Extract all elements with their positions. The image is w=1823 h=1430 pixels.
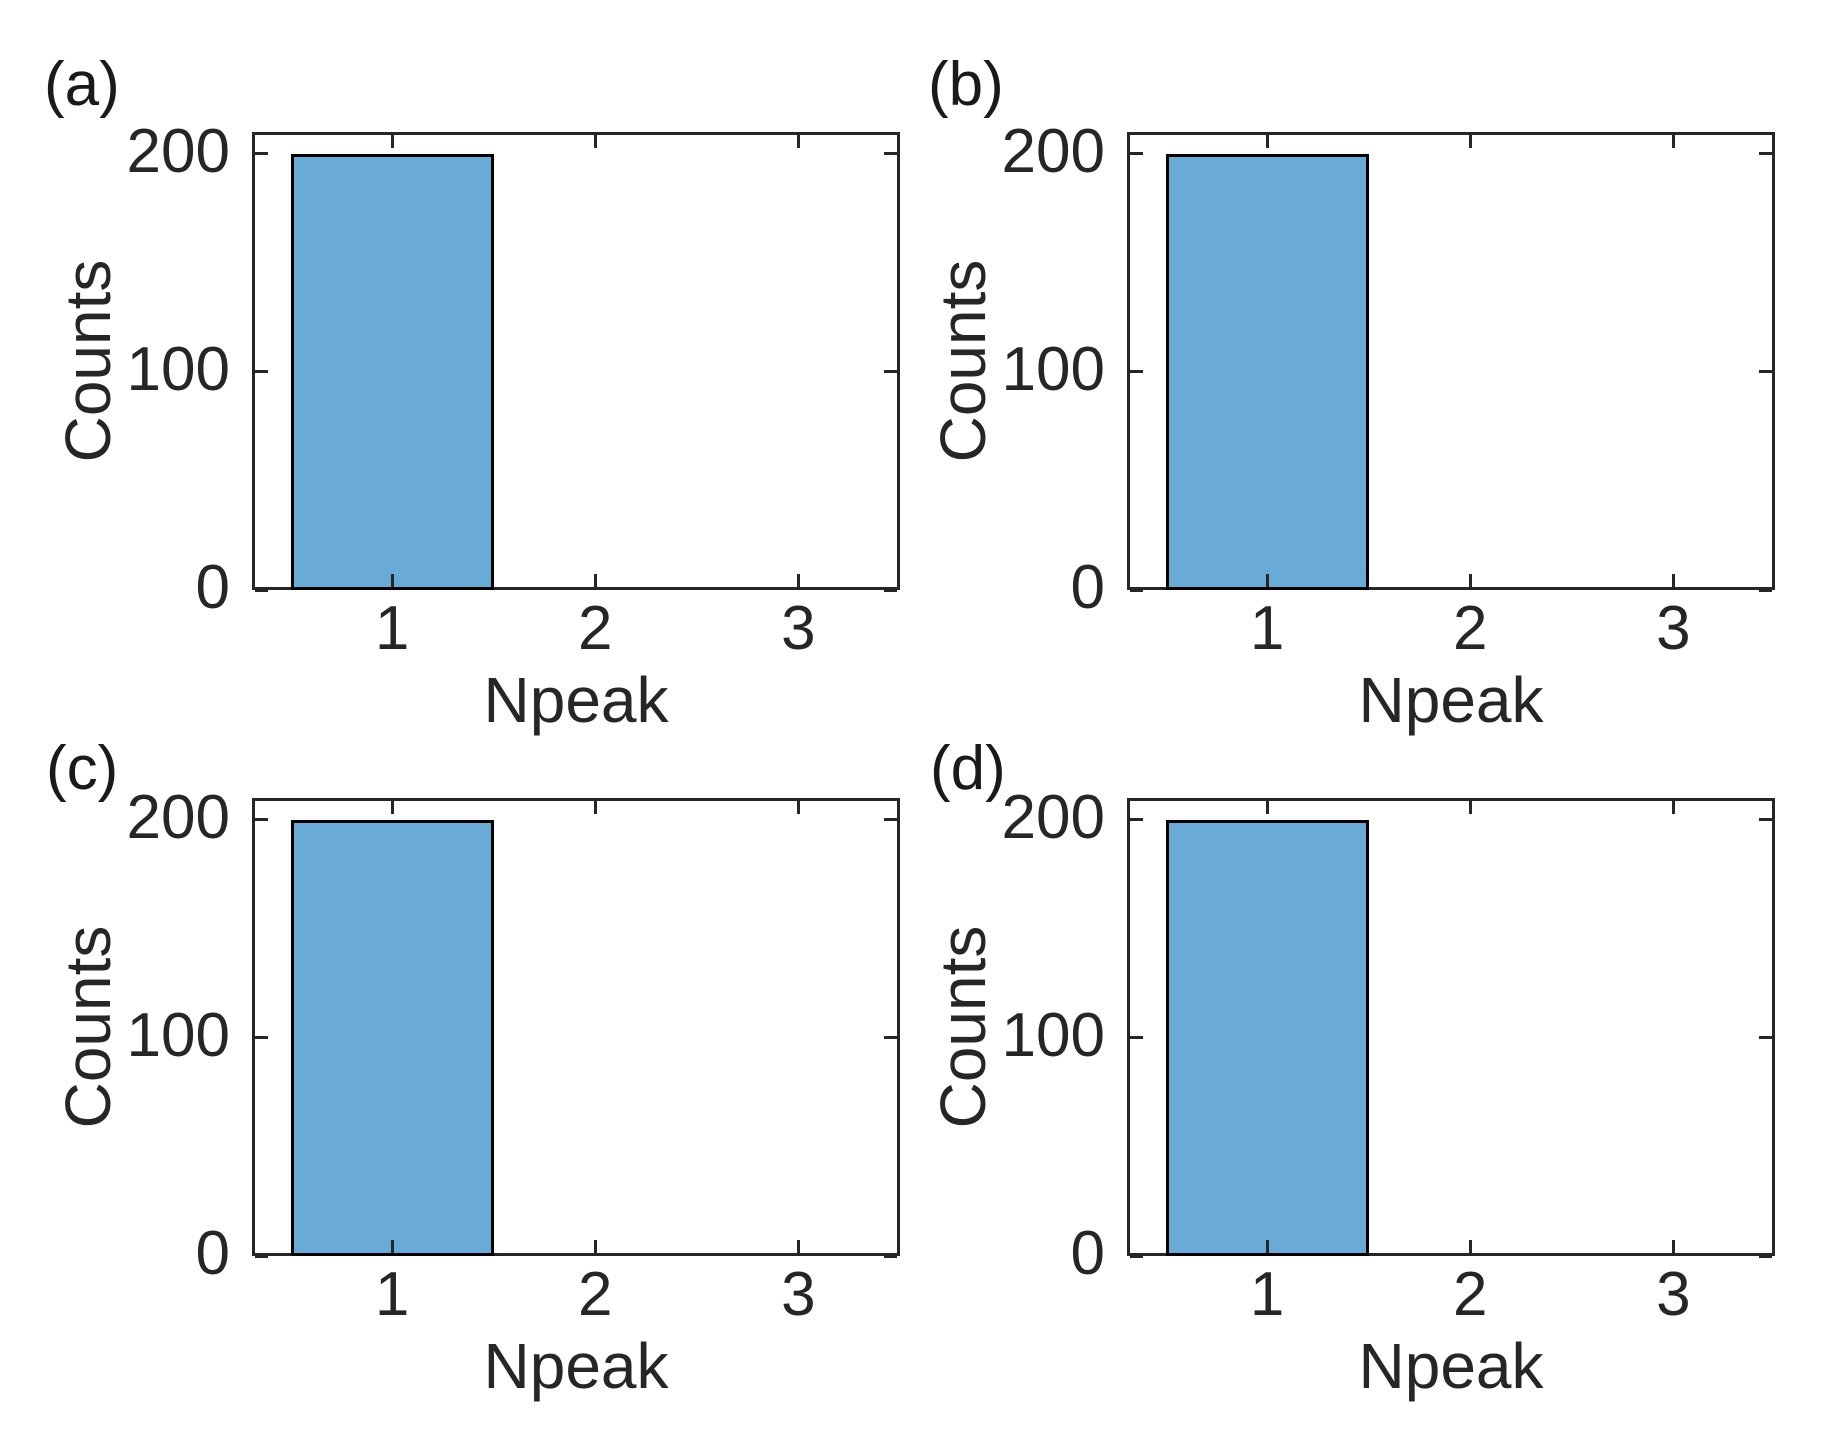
histogram-bar bbox=[1165, 819, 1369, 1256]
x-tick-label: 2 bbox=[1453, 1260, 1488, 1329]
y-tick-label: 100 bbox=[1001, 334, 1105, 404]
x-tick-mark-top bbox=[1468, 801, 1472, 814]
y-tick-mark-right bbox=[1759, 152, 1772, 156]
x-tick-mark bbox=[593, 1240, 597, 1253]
x-tick-mark-top bbox=[593, 801, 597, 814]
panel-b-x-axis-title: Npeak bbox=[1358, 664, 1544, 736]
x-tick-mark bbox=[1671, 1240, 1675, 1253]
x-tick-mark bbox=[1265, 1240, 1269, 1253]
y-tick-mark bbox=[255, 370, 268, 374]
x-tick-label: 1 bbox=[374, 1260, 410, 1329]
x-tick-mark bbox=[796, 574, 800, 587]
y-tick-mark-right bbox=[884, 1036, 897, 1040]
y-tick-mark bbox=[1130, 818, 1143, 822]
x-tick-mark bbox=[1671, 574, 1675, 587]
panel-a-y-axis-title: Counts bbox=[52, 259, 124, 463]
x-tick-label: 2 bbox=[578, 594, 613, 663]
y-tick-mark bbox=[1130, 1254, 1143, 1258]
y-tick-label: 0 bbox=[1070, 553, 1105, 622]
panel-b-plot-area bbox=[1127, 132, 1775, 590]
y-tick-mark-right bbox=[1759, 1254, 1772, 1258]
y-tick-mark bbox=[255, 588, 268, 592]
y-tick-mark bbox=[255, 152, 268, 156]
y-tick-label: 200 bbox=[126, 116, 230, 186]
x-tick-label: 3 bbox=[1656, 594, 1691, 663]
panel-c-x-axis-title: Npeak bbox=[483, 1330, 669, 1402]
panel-d-x-axis-title: Npeak bbox=[1358, 1330, 1544, 1402]
y-tick-mark-right bbox=[884, 1254, 897, 1258]
x-tick-label: 1 bbox=[1249, 1260, 1285, 1329]
histogram-bar bbox=[290, 819, 494, 1256]
x-tick-mark bbox=[1468, 574, 1472, 587]
histogram-bar bbox=[1165, 153, 1369, 590]
y-tick-label: 100 bbox=[126, 1000, 230, 1070]
x-tick-mark-top bbox=[593, 135, 597, 148]
panel-a-label: (a) bbox=[44, 50, 120, 119]
y-tick-mark bbox=[1130, 370, 1143, 374]
y-tick-mark-right bbox=[1759, 1036, 1772, 1040]
y-tick-mark bbox=[1130, 588, 1143, 592]
y-tick-mark-right bbox=[884, 152, 897, 156]
panel-a-plot-area bbox=[252, 132, 900, 590]
panel-d-label: (d) bbox=[930, 734, 1006, 803]
y-tick-mark bbox=[1130, 152, 1143, 156]
x-tick-mark-top bbox=[796, 801, 800, 814]
x-tick-mark-top bbox=[1671, 801, 1675, 814]
y-tick-label: 200 bbox=[126, 782, 230, 852]
x-tick-label: 3 bbox=[781, 594, 816, 663]
y-tick-label: 100 bbox=[126, 334, 230, 404]
x-tick-label: 2 bbox=[578, 1260, 613, 1329]
y-tick-label: 0 bbox=[1070, 1219, 1105, 1288]
x-tick-label: 1 bbox=[374, 594, 410, 663]
x-tick-label: 1 bbox=[1249, 594, 1285, 663]
panel-d-plot-area bbox=[1127, 798, 1775, 1256]
panel-c-y-axis-title: Counts bbox=[52, 925, 124, 1129]
y-tick-mark-right bbox=[884, 818, 897, 822]
x-tick-mark bbox=[593, 574, 597, 587]
y-tick-label: 100 bbox=[1001, 1000, 1105, 1070]
x-tick-label: 2 bbox=[1453, 594, 1488, 663]
panel-d-y-axis-title: Counts bbox=[927, 925, 999, 1129]
y-tick-mark bbox=[255, 818, 268, 822]
y-tick-label: 0 bbox=[195, 1219, 230, 1288]
histogram-bar bbox=[290, 153, 494, 590]
panel-c-label: (c) bbox=[46, 734, 119, 803]
y-tick-mark-right bbox=[1759, 818, 1772, 822]
x-tick-label: 3 bbox=[1656, 1260, 1691, 1329]
x-tick-mark-top bbox=[796, 135, 800, 148]
x-tick-mark bbox=[1265, 574, 1269, 587]
y-tick-mark-right bbox=[884, 370, 897, 374]
x-tick-mark-top bbox=[1468, 135, 1472, 148]
y-tick-label: 200 bbox=[1001, 116, 1105, 186]
x-tick-mark-top bbox=[390, 135, 394, 148]
y-tick-mark-right bbox=[1759, 370, 1772, 374]
x-tick-mark-top bbox=[1671, 135, 1675, 148]
y-tick-mark-right bbox=[1759, 588, 1772, 592]
panel-b-label: (b) bbox=[928, 50, 1004, 119]
x-tick-mark bbox=[1468, 1240, 1472, 1253]
y-tick-label: 0 bbox=[195, 553, 230, 622]
panel-c-plot-area bbox=[252, 798, 900, 1256]
x-tick-mark-top bbox=[390, 801, 394, 814]
y-tick-mark-right bbox=[884, 588, 897, 592]
panel-a-x-axis-title: Npeak bbox=[483, 664, 669, 736]
panel-b-y-axis-title: Counts bbox=[927, 259, 999, 463]
x-tick-mark bbox=[390, 1240, 394, 1253]
x-tick-mark-top bbox=[1265, 135, 1269, 148]
y-tick-label: 200 bbox=[1001, 782, 1105, 852]
x-tick-mark-top bbox=[1265, 801, 1269, 814]
y-tick-mark bbox=[255, 1254, 268, 1258]
x-tick-label: 3 bbox=[781, 1260, 816, 1329]
y-tick-mark bbox=[255, 1036, 268, 1040]
x-tick-mark bbox=[390, 574, 394, 587]
y-tick-mark bbox=[1130, 1036, 1143, 1040]
x-tick-mark bbox=[796, 1240, 800, 1253]
